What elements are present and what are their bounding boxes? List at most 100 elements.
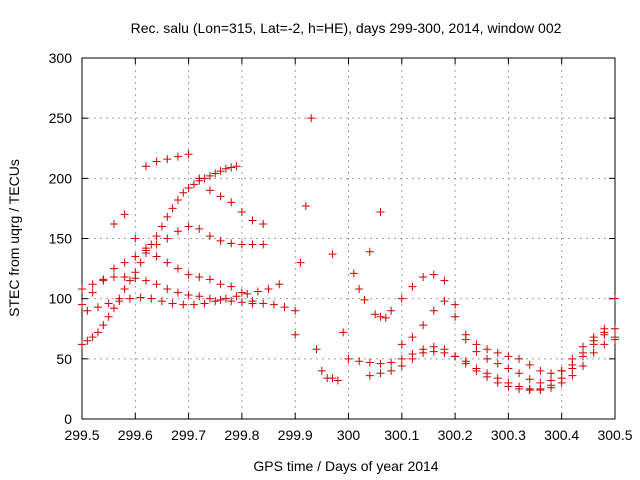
data-point (291, 330, 300, 339)
data-point (216, 167, 225, 176)
data-point (141, 162, 150, 171)
data-point (248, 297, 257, 306)
series-arc-9 (344, 294, 619, 395)
data-point (227, 163, 236, 172)
data-point (232, 292, 241, 301)
data-point (109, 220, 118, 229)
data-point (232, 162, 241, 171)
data-point (419, 348, 428, 357)
data-point (317, 366, 326, 375)
data-point (557, 366, 566, 375)
data-point (131, 234, 140, 243)
data-point (408, 282, 417, 291)
data-point (525, 384, 534, 393)
x-tick-label: 299.7 (171, 427, 206, 443)
data-point (376, 359, 385, 368)
data-point (237, 288, 246, 297)
data-point (216, 295, 225, 304)
x-tick-label: 299.9 (278, 427, 313, 443)
x-tick-label: 300.1 (384, 427, 419, 443)
data-point (125, 276, 134, 285)
data-point (184, 270, 193, 279)
data-point (83, 306, 92, 315)
data-point (349, 269, 358, 278)
data-point (483, 369, 492, 378)
data-point (387, 358, 396, 367)
data-point (339, 328, 348, 337)
data-point (536, 366, 545, 375)
data-point (99, 321, 108, 330)
data-point (195, 224, 204, 233)
data-point (227, 297, 236, 306)
y-tick-label: 300 (49, 50, 73, 66)
data-point (440, 348, 449, 357)
data-point (120, 258, 129, 267)
data-point (547, 376, 556, 385)
data-point (120, 285, 129, 294)
data-point (483, 354, 492, 363)
data-point (195, 292, 204, 301)
data-point (376, 369, 385, 378)
data-point (211, 297, 220, 306)
data-point (451, 312, 460, 321)
data-point (147, 294, 156, 303)
data-point (237, 240, 246, 249)
data-point (163, 285, 172, 294)
data-point (589, 348, 598, 357)
data-point (483, 345, 492, 354)
x-axis-label: GPS time / Days of year 2014 (253, 458, 438, 474)
data-point (365, 371, 374, 380)
data-point (515, 369, 524, 378)
data-point (387, 306, 396, 315)
data-point (600, 328, 609, 337)
x-tick-label: 299.6 (118, 427, 153, 443)
data-point (259, 240, 268, 249)
data-point (78, 285, 86, 294)
x-tick-label: 300.4 (544, 427, 579, 443)
data-point (109, 264, 118, 273)
data-point (611, 294, 619, 303)
y-tick-label: 200 (49, 170, 73, 186)
data-point (195, 273, 204, 282)
data-point (360, 295, 369, 304)
data-point (557, 378, 566, 387)
data-point (461, 357, 470, 366)
data-point (589, 333, 598, 342)
data-point (136, 258, 145, 267)
data-point (120, 210, 129, 219)
data-point (211, 169, 220, 178)
series-arc-12 (397, 297, 619, 387)
data-point (173, 288, 182, 297)
data-point (184, 183, 193, 192)
data-point (440, 276, 449, 285)
series-arc-7 (291, 114, 342, 385)
chart-title: Rec. salu (Lon=315, Lat=-2, h=HE), days … (131, 20, 562, 36)
data-point (216, 280, 225, 289)
data-point (547, 369, 556, 378)
data-point (152, 232, 161, 241)
data-point (189, 300, 198, 309)
data-point (131, 274, 140, 283)
data-point (136, 293, 145, 302)
data-point (429, 306, 438, 315)
data-point (83, 336, 92, 345)
data-point (88, 333, 97, 342)
y-tick-label: 250 (49, 110, 73, 126)
data-point (611, 335, 619, 344)
data-point (163, 155, 172, 164)
data-point (179, 188, 188, 197)
data-point (371, 310, 380, 319)
data-point (328, 374, 337, 383)
data-point (451, 300, 460, 309)
data-point (472, 347, 481, 356)
x-tick-label: 300 (337, 427, 361, 443)
data-point (387, 366, 396, 375)
data-point (536, 386, 545, 395)
data-point (152, 280, 161, 289)
data-point (280, 303, 289, 312)
data-point (179, 300, 188, 309)
data-point (237, 208, 246, 217)
data-points (78, 114, 619, 395)
data-point (205, 275, 214, 284)
